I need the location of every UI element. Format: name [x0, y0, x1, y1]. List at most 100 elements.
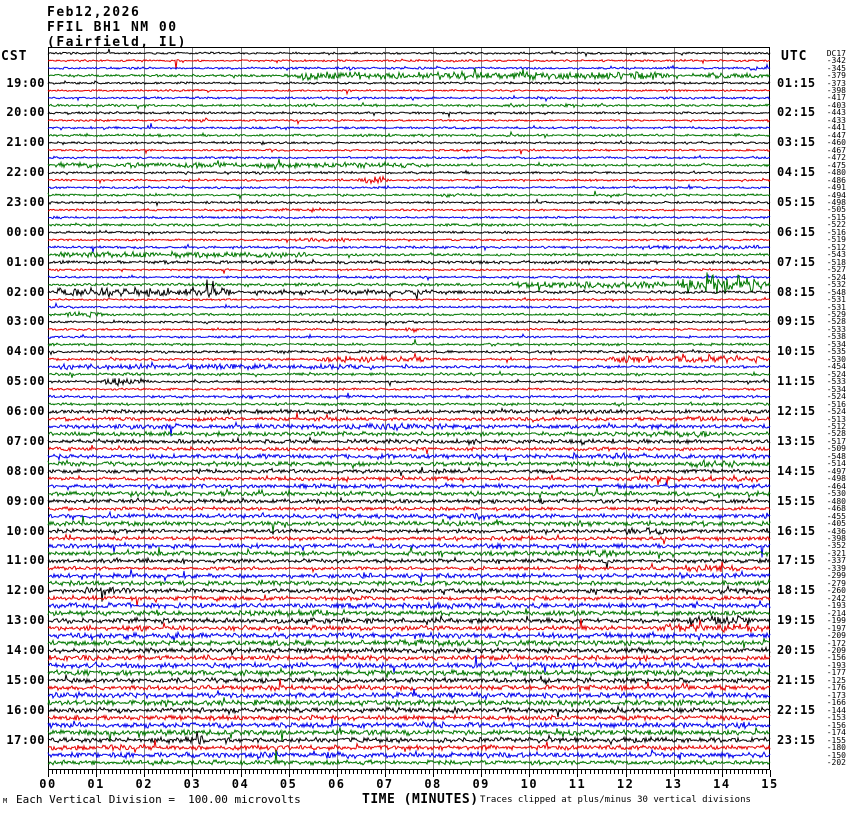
dc-offset-value: -513: [826, 414, 846, 424]
cst-hour-label: 09:00: [6, 493, 45, 508]
dc-offset-value: -548: [826, 451, 846, 461]
dc-offset-value: -454: [826, 362, 846, 372]
header-location: (Fairfield, IL): [47, 35, 187, 50]
dc-offset-value: DC17: [826, 48, 846, 58]
dc-offset-value: -475: [826, 160, 846, 170]
trace-row-45: [48, 387, 771, 392]
dc-offset-value: -173: [826, 690, 846, 700]
dc-offset-value: -379: [826, 71, 846, 81]
utc-hour-label: 10:15: [777, 344, 816, 359]
trace-row-25: [47, 236, 771, 244]
dc-offset-value: -447: [826, 130, 846, 140]
cst-hour-label: 08:00: [6, 463, 45, 478]
trace-row-81: [47, 653, 771, 664]
x-tick-label: 14: [713, 777, 731, 791]
trace-row-69: [47, 561, 771, 574]
x-tick-label: 01: [87, 777, 105, 791]
cst-hour-label: 14:00: [6, 642, 45, 657]
dc-offset-value: -518: [826, 257, 846, 267]
trace-row-94: [47, 748, 771, 761]
utc-hour-label: 11:15: [777, 374, 816, 389]
trace-row-93: [47, 739, 771, 755]
x-tick-label: 05: [279, 777, 298, 791]
trace-row-19: [47, 190, 771, 201]
trace-row-8: [47, 110, 771, 119]
dc-offset-value: -538: [826, 332, 846, 342]
trace-row-65: [47, 532, 771, 545]
trace-row-32: [47, 279, 771, 300]
trace-row-54: [47, 451, 771, 462]
trace-row-79: [47, 638, 770, 649]
dc-offset-value: -498: [826, 198, 846, 208]
cst-hour-label: 07:00: [6, 433, 45, 448]
dc-offset-value: -528: [826, 429, 846, 439]
dc-offset-value: -398: [826, 86, 846, 96]
dc-offset-value: -177: [826, 668, 846, 678]
dc-offset-value: -197: [826, 623, 846, 633]
trace-row-34: [47, 301, 771, 310]
dc-offset-value: -498: [826, 474, 846, 484]
trace-row-44: [47, 377, 771, 388]
dc-offset-value: -515: [826, 212, 846, 222]
trace-row-90: [47, 718, 771, 731]
trace-row-70: [47, 569, 771, 583]
x-axis-ticks: [48, 770, 771, 777]
cst-hour-label: 16:00: [6, 702, 45, 717]
x-tick-label: 15: [761, 777, 779, 791]
trace-row-92: [47, 730, 771, 746]
trace-row-36: [47, 317, 771, 327]
dc-offset-value: -342: [826, 56, 846, 66]
minute-gridlines: [96, 47, 723, 770]
trace-row-9: [47, 117, 771, 126]
dc-offset-value: -209: [826, 631, 846, 641]
trace-row-85: [47, 678, 771, 693]
dc-offset-value: -455: [826, 511, 846, 521]
cst-hour-label: 06:00: [6, 404, 45, 419]
dc-offset-value: -524: [826, 272, 846, 282]
trace-row-74: [47, 600, 771, 611]
trace-row-52: [47, 435, 771, 447]
trace-rows: [47, 48, 771, 767]
trace-row-64: [47, 526, 771, 536]
dc-offset-value: -193: [826, 660, 846, 670]
right-axis-header-utc: UTC: [781, 49, 808, 64]
trace-row-83: [47, 666, 771, 678]
trace-row-53: [47, 444, 771, 454]
dc-offset-value: -486: [826, 175, 846, 185]
dc-offset-value: -516: [826, 227, 846, 237]
trace-row-47: [47, 401, 771, 408]
dc-offset-value: -533: [826, 324, 846, 334]
dc-offset-value: -467: [826, 145, 846, 155]
dc-offset-value: -441: [826, 123, 846, 133]
trace-row-28: [47, 258, 771, 266]
dc-offset-value: -533: [826, 377, 846, 387]
cst-hour-label: 17:00: [6, 732, 45, 747]
dc-offset-value: -527: [826, 265, 846, 275]
utc-hour-label: 19:15: [777, 613, 816, 628]
trace-row-27: [47, 249, 771, 260]
dc-offset-value: -339: [826, 563, 846, 573]
dc-offset-value: -156: [826, 720, 846, 730]
cst-hour-label: 10:00: [6, 523, 45, 538]
trace-row-26: [47, 243, 771, 253]
dc-offset-value: -464: [826, 481, 846, 491]
dc-offset-value: -460: [826, 138, 846, 148]
utc-hour-label: 02:15: [777, 105, 816, 120]
dc-offset-value: -494: [826, 190, 846, 200]
trace-row-55: [47, 458, 771, 470]
dc-offset-value: -172: [826, 638, 846, 648]
trace-row-40: [47, 348, 771, 356]
dc-offset-value: -260: [826, 586, 846, 596]
x-tick-label: 10: [520, 777, 539, 791]
dc-offset-value: -522: [826, 220, 846, 230]
cst-hour-label: 05:00: [6, 374, 45, 389]
dc-offset-value: -530: [826, 354, 846, 364]
dc-offset-value: -512: [826, 422, 846, 431]
trace-row-87: [47, 697, 770, 708]
dc-offset-value: -352: [826, 541, 846, 551]
trace-row-30: [47, 273, 771, 282]
trace-row-24: [47, 229, 771, 236]
trace-row-66: [47, 541, 771, 558]
dc-offset-value: -534: [826, 384, 846, 394]
